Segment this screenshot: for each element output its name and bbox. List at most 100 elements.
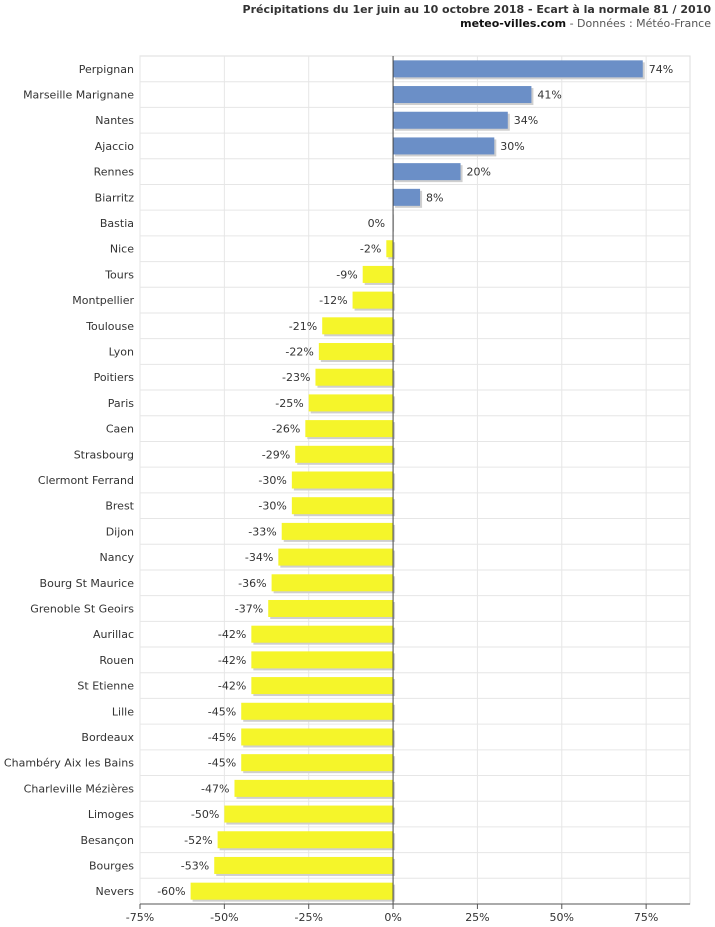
value-label: -34% (245, 551, 273, 564)
category-label: Biarritz (95, 191, 135, 204)
bar (217, 831, 394, 849)
value-label: -22% (285, 346, 313, 359)
value-label: -21% (289, 320, 317, 333)
category-label: Bourg St Maurice (40, 577, 135, 590)
bar (393, 163, 461, 181)
bar (268, 599, 394, 617)
data-source: - Données : Météo-France (569, 17, 711, 30)
bar (305, 420, 394, 438)
category-label: Nantes (95, 114, 134, 127)
category-label: Lyon (109, 346, 134, 359)
category-label: Strasbourg (74, 448, 134, 461)
value-label: -42% (218, 628, 246, 641)
x-tick-label: -50% (210, 911, 238, 924)
value-label: -53% (181, 859, 209, 872)
value-label: 74% (649, 63, 673, 76)
value-label: -30% (258, 500, 286, 513)
value-label: -37% (235, 602, 263, 615)
bar (234, 779, 394, 797)
bar (393, 60, 643, 78)
bar (241, 728, 394, 746)
value-label: -60% (157, 885, 185, 898)
value-label: -26% (272, 423, 300, 436)
bar (393, 86, 532, 104)
bar (386, 240, 394, 258)
value-label: -42% (218, 654, 246, 667)
value-label: -29% (262, 448, 290, 461)
bar (291, 471, 394, 489)
bar (318, 343, 394, 361)
category-label: Bastia (100, 217, 134, 230)
bar (393, 188, 421, 206)
bar (241, 754, 394, 772)
value-label: -45% (208, 705, 236, 718)
category-label: Ajaccio (95, 140, 134, 153)
category-label: Rennes (94, 166, 135, 179)
category-label: Clermont Ferrand (38, 474, 134, 487)
category-label: Tours (104, 268, 134, 281)
value-label: -52% (184, 834, 212, 847)
category-label: St Etienne (77, 680, 134, 693)
category-label: Limoges (88, 808, 134, 821)
category-label: Dijon (106, 525, 134, 538)
value-label: 0% (368, 217, 385, 230)
value-label: -50% (191, 808, 219, 821)
value-label: -30% (258, 474, 286, 487)
value-label: -45% (208, 731, 236, 744)
bar (315, 368, 394, 386)
category-label: Perpignan (79, 63, 134, 76)
x-tick-label: -75% (126, 911, 154, 924)
value-label: -9% (336, 268, 357, 281)
value-label: -42% (218, 680, 246, 693)
category-label: Besançon (80, 834, 134, 847)
x-tick-label: 25% (465, 911, 489, 924)
bar (214, 856, 394, 874)
bar (241, 702, 394, 720)
bar (295, 445, 394, 463)
category-label: Toulouse (85, 320, 134, 333)
x-tick-label: -25% (295, 911, 323, 924)
bar (393, 137, 495, 155)
bar (271, 574, 394, 592)
value-label: -33% (248, 525, 276, 538)
value-label: -47% (201, 782, 229, 795)
category-label: Charleville Mézières (24, 782, 135, 795)
value-label: 41% (537, 89, 561, 102)
value-label: -2% (360, 243, 381, 256)
chart-header: Précipitations du 1er juin au 10 octobre… (243, 3, 711, 31)
category-label: Paris (108, 397, 134, 410)
value-label: -23% (282, 371, 310, 384)
bar (251, 651, 394, 669)
category-label: Nevers (95, 885, 134, 898)
category-label: Montpellier (72, 294, 134, 307)
value-label: -36% (238, 577, 266, 590)
chart-title: Précipitations du 1er juin au 10 octobre… (242, 3, 711, 16)
category-label: Brest (105, 500, 134, 513)
value-label: -12% (319, 294, 347, 307)
bar (393, 111, 508, 129)
category-label: Lille (112, 705, 134, 718)
bar (362, 265, 394, 283)
value-label: 30% (500, 140, 524, 153)
category-label: Poitiers (94, 371, 135, 384)
bar (291, 497, 394, 515)
value-label: -25% (275, 397, 303, 410)
value-label: 8% (426, 191, 443, 204)
bar (251, 677, 394, 695)
bar (352, 291, 394, 309)
x-tick-label: 75% (634, 911, 658, 924)
category-label: Grenoble St Geoirs (30, 602, 134, 615)
bar (224, 805, 394, 823)
value-label: 20% (467, 166, 491, 179)
category-label: Chambéry Aix les Bains (4, 757, 134, 770)
bar (278, 548, 394, 566)
category-label: Bourges (89, 859, 134, 872)
category-label: Aurillac (93, 628, 134, 641)
category-label: Marseille Marignane (23, 89, 134, 102)
site-name: meteo-villes.com (460, 17, 567, 30)
bar (190, 882, 394, 900)
bar (308, 394, 394, 412)
value-label: 34% (514, 114, 538, 127)
category-label: Nice (110, 243, 134, 256)
category-label: Rouen (99, 654, 134, 667)
